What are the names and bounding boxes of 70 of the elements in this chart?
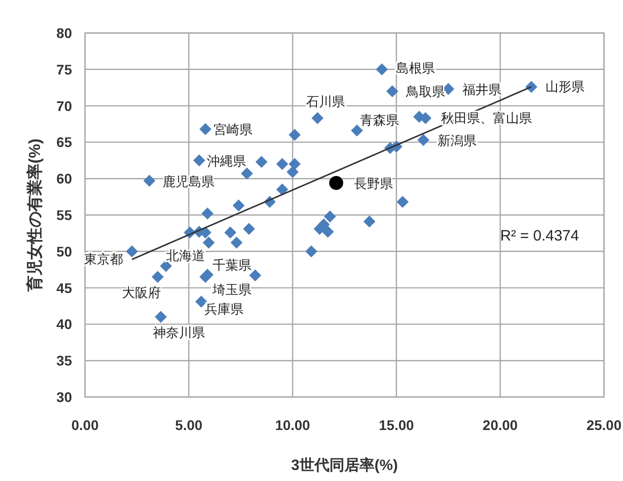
annotation: 石川県 [306, 94, 346, 110]
point [152, 270, 164, 283]
point [160, 260, 172, 272]
annotation: 島根県 [396, 60, 435, 76]
annotation: 埼玉県 [211, 282, 252, 297]
point [201, 208, 214, 220]
point [286, 166, 299, 178]
x-axis-title: 3世代同居率(%) [291, 456, 398, 474]
x-tick-label: 5.00 [175, 417, 203, 433]
y-tick-label: 80 [56, 25, 72, 41]
point [143, 174, 156, 187]
point [232, 200, 245, 212]
y-axis-title: 育児女性の有業率(%) [25, 138, 44, 292]
point [417, 134, 430, 146]
point [249, 269, 262, 282]
annotation: 神奈川県 [152, 324, 205, 340]
y-tick-label: 65 [56, 134, 72, 150]
annotation: 山形県 [545, 78, 584, 94]
annotation: 千葉県 [212, 258, 252, 273]
point [288, 158, 301, 170]
point [126, 245, 138, 258]
annotation: 大阪府 [122, 284, 162, 300]
annotation: 新潟県 [437, 133, 476, 148]
annotation: 青森県 [360, 112, 399, 128]
point [202, 236, 215, 249]
annotation: 福井県 [462, 82, 502, 98]
point [154, 310, 167, 323]
point [243, 222, 256, 235]
point [230, 236, 243, 249]
annotation: 宮崎県 [213, 122, 252, 138]
y-tick-label: 55 [56, 207, 72, 223]
point [386, 85, 398, 98]
y-tick-label: 35 [56, 352, 72, 369]
annotation: 鳥取県 [405, 84, 446, 100]
point [240, 168, 253, 180]
point [363, 216, 376, 228]
y-tick-label: 50 [56, 243, 72, 260]
x-tick-label: 20.00 [482, 417, 518, 433]
x-tick-label: 10.00 [275, 417, 310, 433]
y-tick-label: 70 [56, 98, 72, 114]
point [350, 124, 363, 137]
y-tick-label: 60 [56, 170, 72, 187]
point [312, 112, 324, 124]
point [276, 184, 288, 196]
point [525, 80, 538, 93]
y-tick-label: 40 [56, 316, 72, 332]
annotation: 東京都 [84, 251, 123, 266]
point [199, 123, 212, 136]
y-tick-label: 45 [56, 280, 72, 296]
point [376, 63, 388, 76]
x-tick-label: 0.00 [71, 417, 99, 433]
annotation: 鹿児島県 [162, 174, 214, 189]
y-tick-label: 75 [56, 61, 72, 78]
point [322, 226, 334, 238]
point [396, 196, 409, 208]
point [305, 245, 318, 258]
x-tick-label: 25.00 [586, 417, 622, 433]
point [324, 210, 336, 222]
annotation: 兵庫県 [204, 302, 244, 317]
annotation: 長野県 [354, 176, 394, 191]
point [255, 156, 268, 168]
annotation: 沖縄県 [207, 153, 246, 168]
x-tick-label: 15.00 [378, 417, 414, 433]
y-tick-label: 30 [56, 389, 72, 405]
point [276, 158, 288, 170]
point [193, 154, 206, 166]
point [288, 128, 301, 141]
annotation: 北海道 [166, 248, 205, 263]
point [224, 226, 236, 238]
annotation: R² = 0.4374 [500, 227, 580, 244]
